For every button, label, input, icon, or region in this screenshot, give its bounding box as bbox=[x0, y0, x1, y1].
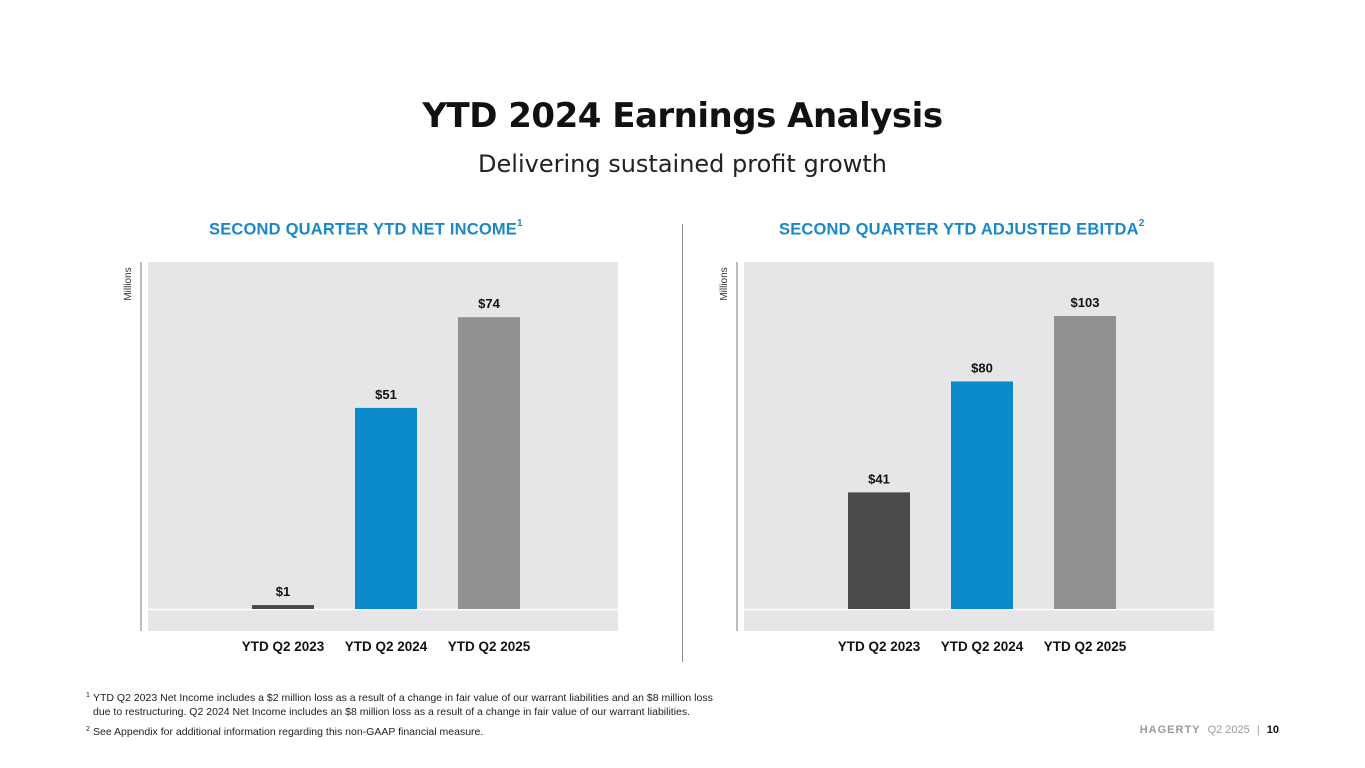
bar bbox=[951, 381, 1013, 609]
page-footer: HAGERTY Q2 2025 | 10 bbox=[1140, 724, 1279, 736]
net-income-chart: Millions $1 YTD Q2 2023 $51 YTD Q2 2024 $74 YT… bbox=[123, 262, 618, 654]
y-axis-label: Millions bbox=[719, 267, 730, 300]
brand-logo: HAGERTY bbox=[1139, 724, 1201, 736]
footer-separator: | bbox=[1256, 724, 1260, 736]
adjusted-ebitda-chart: Millions $41 YTD Q2 2023 $80 YTD Q2 2024 $103… bbox=[719, 262, 1214, 654]
footnote-1: 1 YTD Q2 2023 Net Income includes a $2 m… bbox=[86, 691, 713, 719]
data-label: $103 bbox=[1071, 295, 1100, 310]
page-number: 10 bbox=[1266, 724, 1279, 736]
chart-title-text: SECOND QUARTER YTD ADJUSTED EBITDA bbox=[779, 220, 1139, 239]
footnote-number: 1 bbox=[86, 692, 90, 699]
page-title: YTD 2024 Earnings Analysis bbox=[422, 96, 943, 136]
bar bbox=[458, 317, 520, 609]
footnote-number: 2 bbox=[86, 726, 90, 733]
chart-title-adjusted-ebitda: SECOND QUARTER YTD ADJUSTED EBITDA2 bbox=[779, 218, 1145, 240]
chart-title-text: SECOND QUARTER YTD NET INCOME bbox=[209, 220, 518, 239]
data-label: $80 bbox=[971, 360, 993, 375]
bar bbox=[252, 605, 314, 609]
chart-title-net-income: SECOND QUARTER YTD NET INCOME1 bbox=[209, 218, 523, 240]
data-label: $1 bbox=[276, 584, 290, 599]
x-tick-label: YTD Q2 2023 bbox=[242, 639, 325, 654]
footer-period: Q2 2025 bbox=[1207, 724, 1250, 736]
footnote-line: due to restructuring. Q2 2024 Net Income… bbox=[93, 706, 691, 718]
footnote-line: See Appendix for additional information … bbox=[93, 726, 484, 738]
bar bbox=[848, 492, 910, 609]
page-subtitle: Delivering sustained profit growth bbox=[478, 150, 887, 178]
x-tick-label: YTD Q2 2025 bbox=[448, 639, 531, 654]
footnotes: 1 YTD Q2 2023 Net Income includes a $2 m… bbox=[86, 691, 713, 739]
x-tick-label: YTD Q2 2025 bbox=[1044, 639, 1127, 654]
data-label: $51 bbox=[375, 387, 397, 402]
x-tick-label: YTD Q2 2024 bbox=[941, 639, 1024, 654]
footnote-line: YTD Q2 2023 Net Income includes a $2 mil… bbox=[93, 692, 713, 704]
bar bbox=[355, 407, 417, 609]
chart-title-footnote: 1 bbox=[517, 218, 523, 229]
data-label: $74 bbox=[478, 296, 500, 311]
footnote-2: 2 See Appendix for additional informatio… bbox=[86, 725, 713, 739]
x-tick-label: YTD Q2 2024 bbox=[345, 639, 428, 654]
bar bbox=[1054, 316, 1116, 609]
x-tick-label: YTD Q2 2023 bbox=[838, 639, 921, 654]
chart-title-footnote: 2 bbox=[1138, 218, 1145, 229]
data-label: $41 bbox=[868, 471, 890, 486]
chart-divider bbox=[682, 224, 683, 662]
y-axis-label: Millions bbox=[123, 267, 134, 300]
